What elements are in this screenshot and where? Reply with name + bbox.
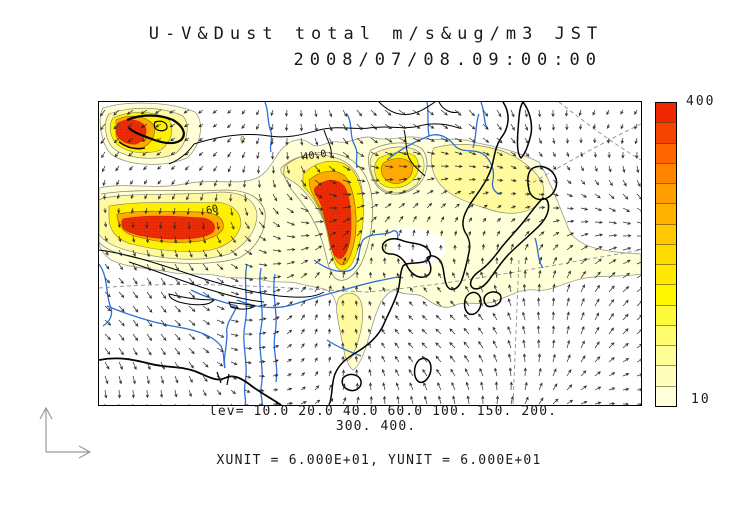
colorbar-segment [656, 163, 676, 185]
coastline [153, 120, 168, 132]
colorbar-segment [656, 346, 676, 367]
coastline [99, 357, 282, 405]
river-line [326, 339, 362, 357]
colorbar-segment [656, 305, 676, 326]
river-line [106, 305, 226, 369]
colorbar-segment [656, 123, 676, 144]
map-plot-area: 40.0 60 0 [98, 101, 642, 406]
colorbar-segment [656, 386, 676, 406]
coastline [516, 102, 533, 160]
river-line [480, 102, 488, 129]
colorbar-segment [656, 224, 676, 245]
plot-datetime: 2008/07/08.09:00:00 [293, 50, 602, 70]
colorbar [655, 102, 677, 407]
dust-contour-line [99, 189, 266, 264]
river-line [273, 273, 278, 383]
river-line [426, 102, 430, 137]
contour-levels-line1: lev= 10.0 20.0 40.0 60.0 100. 150. 200. [208, 404, 558, 419]
coastline [463, 291, 482, 316]
colorbar-segment [656, 325, 676, 347]
dust-map-canvas: 40.0 60 0 [99, 102, 641, 405]
y-reference-arrow [39, 406, 53, 452]
colorbar-segment [656, 143, 676, 164]
river-line [264, 102, 273, 153]
colorbar-min-label: 10 [691, 392, 711, 407]
river-line [386, 134, 500, 195]
wind-vector-field [100, 109, 641, 405]
colorbar-max-label: 400 [686, 94, 716, 109]
river-line [346, 113, 358, 169]
dust-contour-fill [380, 158, 413, 184]
river-line [259, 267, 263, 405]
colorbar-segment [656, 184, 676, 205]
graticule-line [558, 102, 641, 161]
border-line [168, 293, 216, 306]
border-line [438, 102, 460, 113]
river-line [472, 113, 480, 149]
contour-levels-line2: 300. 400. [335, 419, 417, 434]
border-line [168, 143, 195, 165]
border-line [378, 102, 436, 115]
colorbar-segment [656, 285, 676, 306]
colorbar-segment [656, 244, 676, 266]
coastline [328, 102, 509, 405]
vector-units-label: XUNIT = 6.000E+01, YUNIT = 6.000E+01 [216, 453, 542, 468]
dust-contour-fill [313, 179, 352, 259]
river-line [313, 230, 399, 273]
contour-label: 60 [205, 203, 219, 217]
graticule-line [512, 259, 520, 405]
contour-label: 0 [240, 135, 245, 144]
colorbar-segment [656, 103, 676, 124]
river-line [534, 237, 544, 269]
plot-title: U-V&Dust total m/s&ug/m3 JST [148, 24, 604, 44]
dust-contour-fill [121, 215, 215, 240]
coastline [341, 373, 362, 392]
contour-label: 40.0 [302, 149, 327, 163]
colorbar-segment [656, 265, 676, 286]
graticule-line [526, 123, 641, 187]
coastline [118, 141, 146, 150]
colorbar-segment [656, 366, 676, 387]
dust-contour-fill [115, 119, 147, 145]
graticule-line [99, 249, 641, 293]
vector-reference-arrows [39, 406, 92, 459]
x-reference-arrow [46, 445, 92, 459]
border-line [99, 249, 325, 298]
dust-contour-line [283, 152, 373, 281]
river-line [243, 263, 248, 405]
river-line [190, 289, 238, 369]
coastline [469, 197, 550, 290]
border-line [323, 129, 332, 159]
coastline [413, 357, 432, 384]
border-line [403, 129, 426, 177]
coastline [126, 114, 185, 145]
border-line [193, 123, 460, 145]
colorbar-segment [656, 204, 676, 225]
